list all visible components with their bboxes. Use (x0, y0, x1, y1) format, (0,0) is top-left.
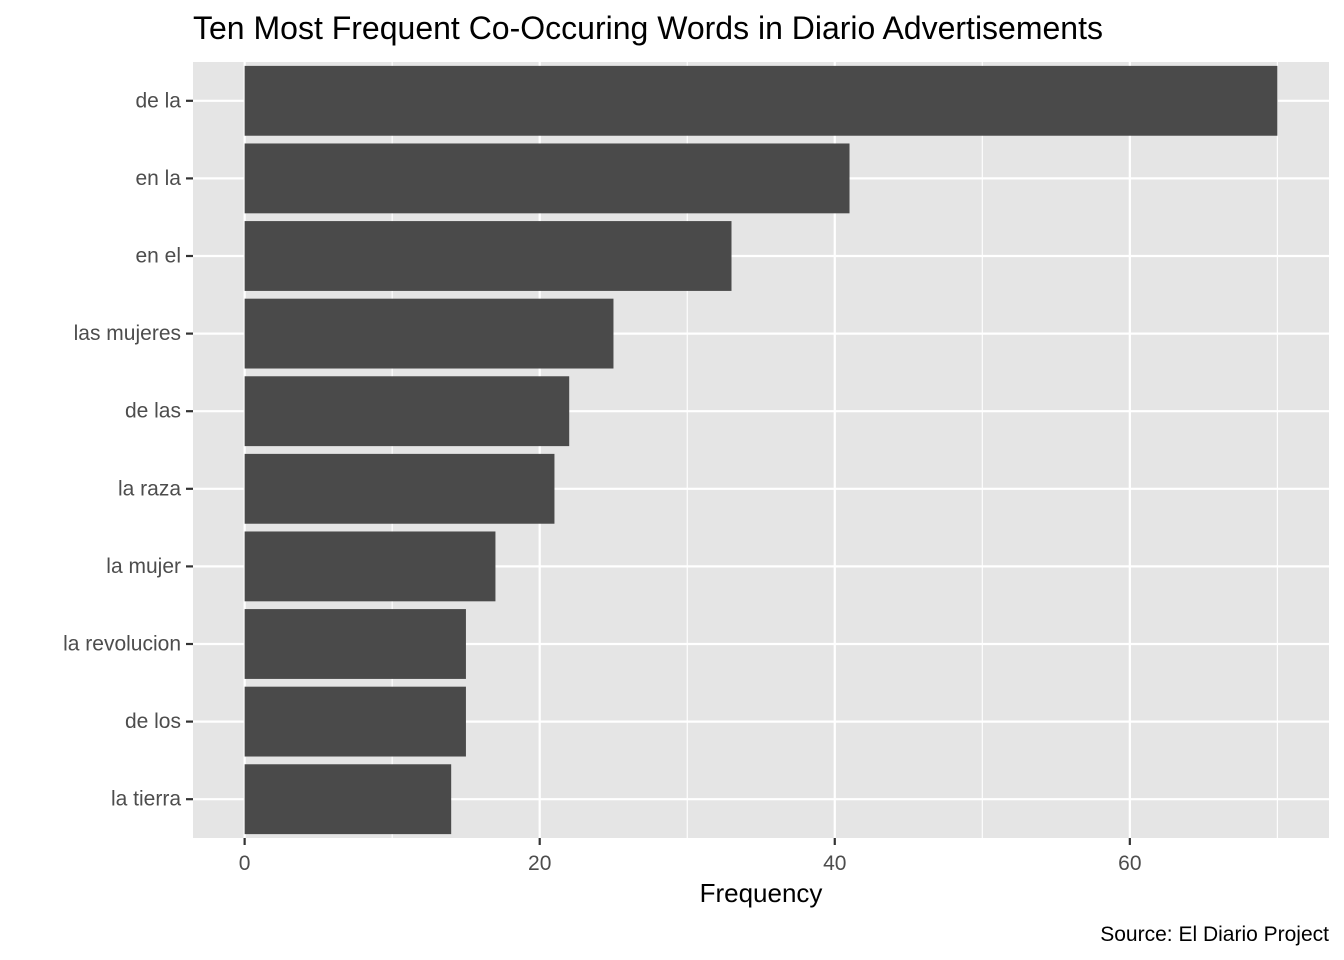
y-tick-label: la tierra (111, 788, 181, 811)
chart-title: Ten Most Frequent Co-Occuring Words in D… (193, 10, 1103, 46)
y-axis: de la en la en el las mujeres de las la raza l… (63, 89, 193, 811)
bar-la-raza (244, 453, 555, 524)
x-tick-label: 60 (1118, 852, 1141, 875)
bars (244, 65, 1278, 835)
bar-de-la (244, 65, 1278, 136)
x-tick-label: 20 (528, 852, 551, 875)
y-tick-label: la raza (118, 477, 181, 500)
x-tick-label: 40 (823, 852, 846, 875)
y-tick-label: de los (125, 710, 181, 733)
bar-en-la (244, 143, 850, 214)
bar-la-revolucion (244, 609, 466, 679)
y-tick-label: en la (135, 167, 181, 190)
bar-de-los (244, 686, 466, 757)
bar-la-mujer (244, 531, 496, 602)
y-tick-label: la revolucion (63, 633, 181, 656)
x-axis-title: Frequency (700, 878, 823, 908)
bar-la-tierra (244, 764, 452, 835)
y-tick-label: la mujer (106, 555, 181, 578)
y-tick-label: en el (135, 245, 181, 268)
y-tick-label: las mujeres (74, 322, 181, 345)
x-axis: 0 20 40 60 (239, 838, 1142, 875)
x-tick-label: 0 (239, 852, 251, 875)
bar-de-las (244, 376, 570, 447)
y-tick-label: de las (125, 400, 181, 423)
bar-las-mujeres (244, 298, 614, 369)
bar-en-el (244, 221, 732, 291)
y-tick-label: de la (135, 89, 181, 112)
chart-caption: Source: El Diario Project (1100, 923, 1329, 946)
